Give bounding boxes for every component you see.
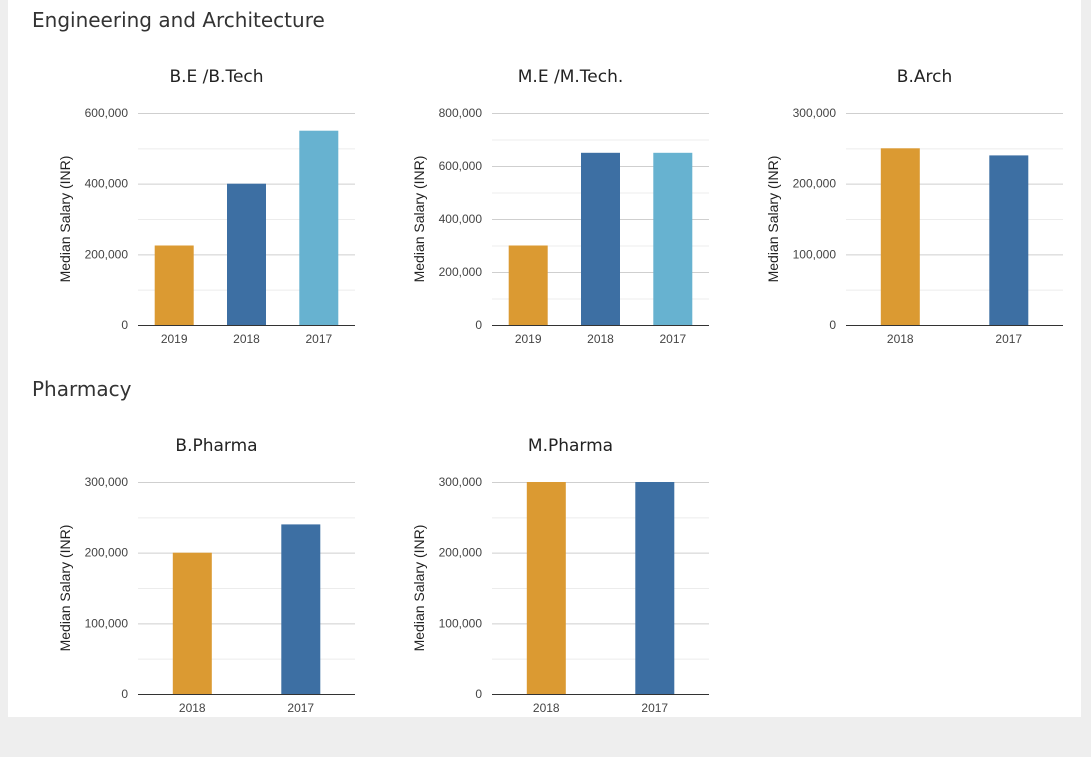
y-tick-label: 100,000	[439, 616, 483, 630]
bar-2017	[635, 482, 675, 694]
content-panel: Engineering and Architecture Pharmacy B.…	[8, 0, 1081, 717]
x-tick-label: 2017	[287, 701, 314, 715]
x-tick-label: 2017	[995, 332, 1022, 346]
x-tick-label: 2018	[533, 701, 560, 715]
bar-2017	[653, 152, 693, 326]
bar-2018	[880, 148, 920, 325]
bar-2017	[281, 524, 321, 694]
x-tick-label: 2019	[515, 332, 542, 346]
chart-title: M.Pharma	[528, 436, 613, 456]
y-axis-label: Median Salary (INR)	[411, 525, 427, 652]
y-axis-label: Median Salary (INR)	[411, 156, 427, 283]
y-tick-label: 0	[121, 687, 128, 701]
y-tick-label: 800,000	[439, 106, 483, 120]
x-tick-label: 2018	[587, 332, 614, 346]
y-tick-label: 200,000	[439, 546, 483, 560]
chart-title: M.E /M.Tech.	[518, 67, 624, 87]
chart-svg: B.E /B.Tech 0 200,000 400,000 600,000 2019 201…	[57, 67, 355, 346]
y-axis-label: Median Salary (INR)	[765, 156, 781, 283]
y-tick-label: 0	[475, 318, 482, 332]
chart-svg: B.Arch 0 100,000 200,000 300,000 2018 2017 Medi…	[765, 67, 1063, 346]
y-tick-label: 200,000	[85, 546, 129, 560]
chart-title: B.Arch	[897, 67, 952, 87]
y-tick-label: 400,000	[85, 177, 129, 191]
y-tick-label: 600,000	[85, 106, 129, 120]
x-tick-label: 2017	[641, 701, 668, 715]
y-tick-label: 200,000	[439, 265, 483, 279]
x-tick-label: 2018	[233, 332, 260, 346]
y-axis-label: Median Salary (INR)	[57, 156, 73, 283]
bar-2019	[154, 245, 194, 325]
bar-2018	[526, 482, 566, 694]
y-tick-label: 300,000	[793, 106, 837, 120]
y-axis-label: Median Salary (INR)	[57, 525, 73, 652]
x-tick-label: 2019	[161, 332, 188, 346]
chart-bpharma: B.Pharma 0 100,000 200,000 300,000 2018 2017 Me…	[40, 427, 390, 757]
y-tick-label: 0	[829, 318, 836, 332]
y-tick-label: 0	[121, 318, 128, 332]
chart-mpharma: M.Pharma 0 100,000 200,000 300,000 2018 2017 Me…	[394, 427, 744, 757]
chart-title: B.Pharma	[175, 436, 257, 456]
y-tick-label: 600,000	[439, 159, 483, 173]
chart-svg: B.Pharma 0 100,000 200,000 300,000 2018 2017 Me…	[57, 436, 355, 715]
chart-svg: M.E /M.Tech. 0 200,000 400,000 600,000 800,00…	[411, 67, 709, 346]
x-tick-label: 2017	[305, 332, 332, 346]
bar-2017	[299, 130, 339, 325]
y-tick-label: 100,000	[85, 616, 129, 630]
y-tick-label: 0	[475, 687, 482, 701]
chart-me-mtech: M.E /M.Tech. 0 200,000 400,000 600,000 800,00…	[394, 58, 744, 388]
y-tick-label: 200,000	[85, 247, 129, 261]
y-tick-label: 300,000	[85, 475, 129, 489]
bar-2018	[581, 152, 620, 326]
x-tick-label: 2018	[179, 701, 206, 715]
y-tick-label: 100,000	[793, 247, 837, 261]
x-tick-label: 2017	[659, 332, 686, 346]
bar-2019	[508, 245, 548, 325]
bar-2018	[227, 183, 266, 325]
chart-be-btech: B.E /B.Tech 0 200,000 400,000 600,000 2019 201…	[40, 58, 390, 388]
y-tick-label: 200,000	[793, 177, 837, 191]
y-tick-label: 400,000	[439, 212, 483, 226]
y-tick-label: 300,000	[439, 475, 483, 489]
section-title-pharmacy: Pharmacy	[32, 377, 132, 401]
chart-title: B.E /B.Tech	[169, 67, 263, 87]
chart-barch: B.Arch 0 100,000 200,000 300,000 2018 2017 Medi…	[748, 58, 1091, 388]
section-title-engineering: Engineering and Architecture	[32, 8, 325, 32]
x-tick-label: 2018	[887, 332, 914, 346]
bar-2017	[989, 155, 1029, 325]
chart-svg: M.Pharma 0 100,000 200,000 300,000 2018 2017 Me…	[411, 436, 709, 715]
bar-2018	[172, 552, 212, 694]
